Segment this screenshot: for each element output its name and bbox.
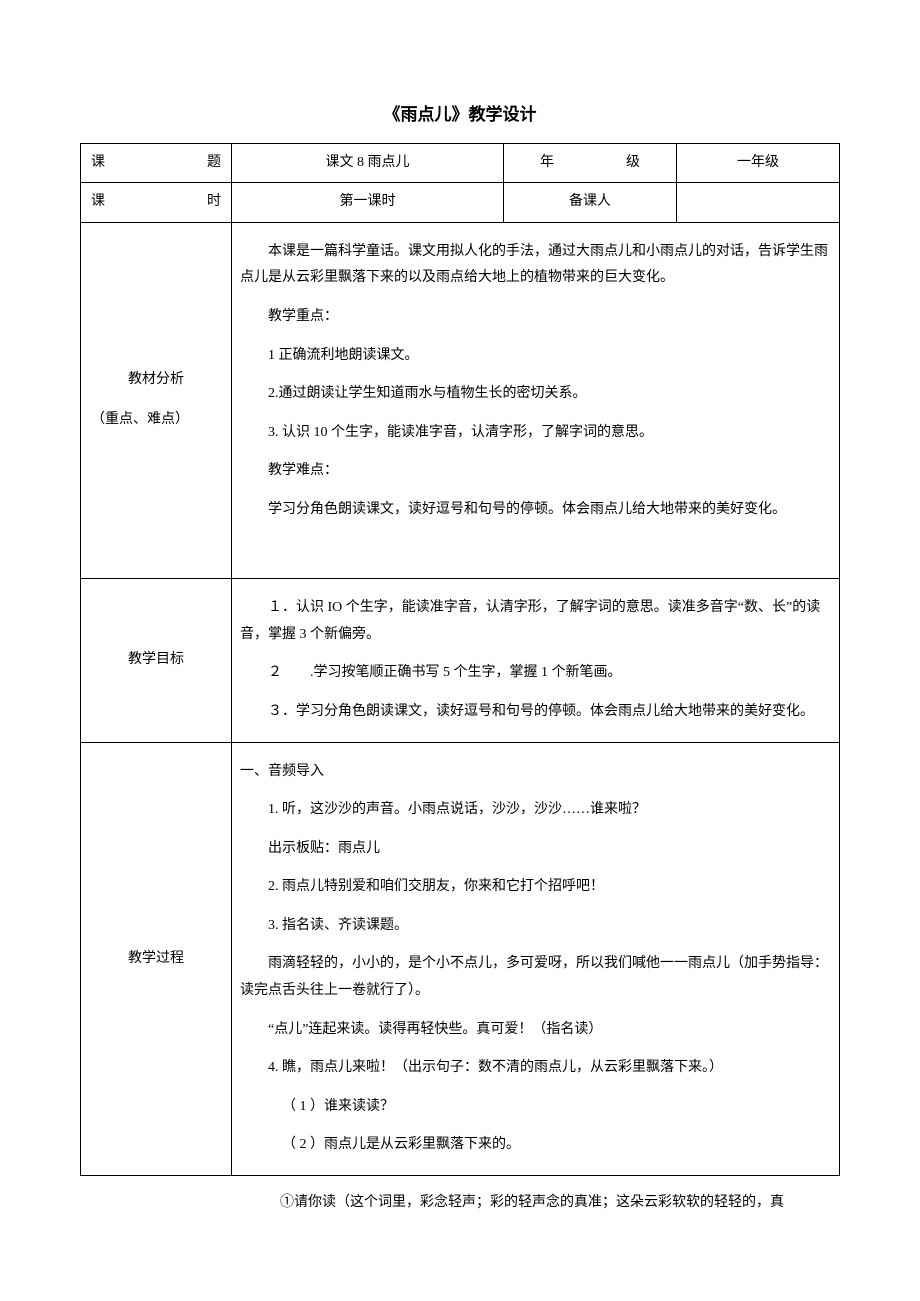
cell-process-label: 教学过程 xyxy=(81,742,232,1176)
cell-preparer-label: 备课人 xyxy=(504,183,677,222)
label-text: 教材分析 xyxy=(91,369,221,391)
table-row: 教学过程 一、音频导入 1. 听，这沙沙的声音。小雨点说话，沙沙，沙沙……谁来啦… xyxy=(81,742,840,1176)
label-text: 年 xyxy=(540,152,554,174)
cell-course-value: 课文 8 雨点儿 xyxy=(232,144,504,183)
body-text: ３．学习分角色朗读课文，读好逗号和句号的停顿。体会雨点儿给大地带来的美好变化。 xyxy=(240,693,831,732)
body-text: 本课是一篇科学童话。课文用拟人化的手法，通过大雨点儿和小雨点儿的对话，告诉学生雨… xyxy=(240,233,831,298)
body-text: 1 正确流利地朗读课文。 xyxy=(240,337,831,376)
body-text: 学习分角色朗读课文，读好逗号和句号的停顿。体会雨点儿给大地带来的美好变化。 xyxy=(240,491,831,530)
body-text xyxy=(240,530,831,569)
body-text: 教学重点： xyxy=(240,298,831,337)
cell-goal-label: 教学目标 xyxy=(81,579,232,742)
page-title: 《雨点儿》教学设计 xyxy=(80,100,840,125)
body-text: １．认识 IO 个生字，能读准字音，认清字形，了解字词的意思。读准多音字“数、长… xyxy=(240,589,831,654)
table-row: 课 题 课文 8 雨点儿 年 级 一年级 xyxy=(81,144,840,183)
body-text: ２ .学习按笔顺正确书写 5 个生字，掌握 1 个新笔画。 xyxy=(240,654,831,693)
cell-course-label: 课 题 xyxy=(81,144,232,183)
label-text: 课 xyxy=(91,152,105,174)
body-text: （ 2 ）雨点儿是从云彩里飘落下来的。 xyxy=(240,1126,831,1165)
cell-goal-body: １．认识 IO 个生字，能读准字音，认清字形，了解字词的意思。读准多音字“数、长… xyxy=(232,579,840,742)
body-text: 一、音频导入 xyxy=(240,753,831,792)
label-text: 题 xyxy=(207,152,221,174)
body-text: 教学难点： xyxy=(240,452,831,491)
body-text: 3. 指名读、齐读课题。 xyxy=(240,907,831,946)
body-text: 3. 认识 10 个生字，能读准字音，认清字形，了解字词的意思。 xyxy=(240,414,831,453)
body-text: （ 1 ）谁来读读？ xyxy=(240,1088,831,1127)
table-row: 教学目标 １．认识 IO 个生字，能读准字音，认清字形，了解字词的意思。读准多音… xyxy=(81,579,840,742)
body-text: 1. 听，这沙沙的声音。小雨点说话，沙沙，沙沙……谁来啦？ xyxy=(240,791,831,830)
table-row: 课 时 第一课时 备课人 xyxy=(81,183,840,222)
label-text: 课 xyxy=(91,191,105,213)
body-text: 2.通过朗读让学生知道雨水与植物生长的密切关系。 xyxy=(240,375,831,414)
cell-grade-value: 一年级 xyxy=(677,144,840,183)
cell-process-body: 一、音频导入 1. 听，这沙沙的声音。小雨点说话，沙沙，沙沙……谁来啦？ 出示板… xyxy=(232,742,840,1176)
body-text: 4. 瞧，雨点儿来啦！（出示句子：数不清的雨点儿，从云彩里飘落下来。） xyxy=(240,1049,831,1088)
lesson-plan-table: 课 题 课文 8 雨点儿 年 级 一年级 课 时 第一课时 备课人 xyxy=(80,143,840,1176)
cell-period-value: 第一课时 xyxy=(232,183,504,222)
cell-preparer-value xyxy=(677,183,840,222)
body-text: “点儿”连起来读。读得再轻快些。真可爱！（指名读） xyxy=(240,1011,831,1050)
cell-analysis-body: 本课是一篇科学童话。课文用拟人化的手法，通过大雨点儿和小雨点儿的对话，告诉学生雨… xyxy=(232,222,840,578)
continuation-text: ①请你读（这个词里，彩念轻声；彩的轻声念的真准；这朵云彩软软的轻轻的，真 xyxy=(80,1190,840,1217)
label-text: 级 xyxy=(626,152,640,174)
label-text: （重点、难点） xyxy=(91,409,221,431)
body-text: 雨滴轻轻的，小小的，是个小不点儿，多可爱呀，所以我们喊他一一雨点儿（加手势指导：… xyxy=(240,945,831,1010)
cell-year-label: 年 级 xyxy=(504,144,677,183)
table-row: 教材分析 （重点、难点） 本课是一篇科学童话。课文用拟人化的手法，通过大雨点儿和… xyxy=(81,222,840,578)
label-text: 时 xyxy=(207,191,221,213)
body-text: 2. 雨点儿特别爱和咱们交朋友，你来和它打个招呼吧！ xyxy=(240,868,831,907)
cell-analysis-label: 教材分析 （重点、难点） xyxy=(81,222,232,578)
body-text: 出示板贴：雨点儿 xyxy=(240,830,831,869)
cell-period-label: 课 时 xyxy=(81,183,232,222)
